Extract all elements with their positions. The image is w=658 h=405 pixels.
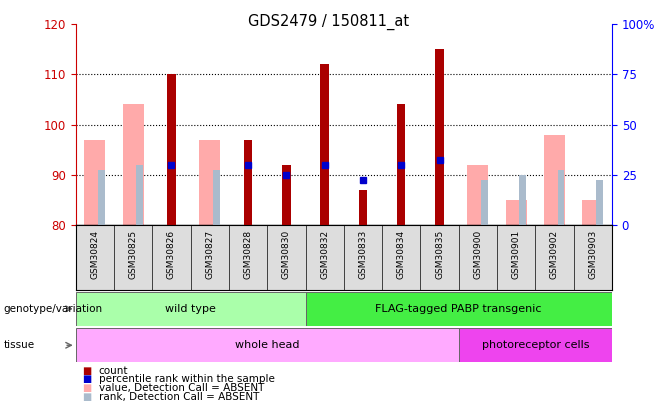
Bar <box>320 64 329 225</box>
Text: ■: ■ <box>82 366 91 375</box>
Bar <box>467 164 488 225</box>
Text: GSM30834: GSM30834 <box>397 230 406 279</box>
Bar <box>84 140 105 225</box>
Text: GSM30900: GSM30900 <box>473 230 482 279</box>
Bar <box>213 170 220 225</box>
Bar <box>436 49 443 225</box>
Bar <box>98 170 105 225</box>
Text: GSM30826: GSM30826 <box>167 230 176 279</box>
Text: ■: ■ <box>82 384 91 393</box>
Bar <box>76 328 459 362</box>
Bar <box>199 140 220 225</box>
Bar <box>544 134 565 225</box>
Text: photoreceptor cells: photoreceptor cells <box>482 340 589 350</box>
Text: GSM30828: GSM30828 <box>243 230 253 279</box>
Text: rank, Detection Call = ABSENT: rank, Detection Call = ABSENT <box>99 392 259 402</box>
Bar <box>359 190 367 225</box>
Text: GSM30830: GSM30830 <box>282 230 291 279</box>
Text: GSM30832: GSM30832 <box>320 230 329 279</box>
Text: GSM30901: GSM30901 <box>512 230 520 279</box>
Text: GSM30827: GSM30827 <box>205 230 215 279</box>
Text: GSM30833: GSM30833 <box>359 230 367 279</box>
Text: genotype/variation: genotype/variation <box>3 304 103 314</box>
Bar <box>557 170 565 225</box>
Bar <box>596 180 603 225</box>
Bar <box>167 75 176 225</box>
Text: whole head: whole head <box>235 340 299 350</box>
Bar <box>76 292 305 326</box>
Bar <box>136 164 143 225</box>
Text: wild type: wild type <box>165 304 216 314</box>
Text: GSM30903: GSM30903 <box>588 230 597 279</box>
Bar <box>505 200 526 225</box>
Bar <box>122 104 143 225</box>
Text: GDS2479 / 150811_at: GDS2479 / 150811_at <box>249 14 409 30</box>
Text: count: count <box>99 366 128 375</box>
Text: GSM30824: GSM30824 <box>90 230 99 279</box>
Text: ■: ■ <box>82 375 91 384</box>
Bar <box>582 200 603 225</box>
Text: ■: ■ <box>82 392 91 402</box>
Text: GSM30835: GSM30835 <box>435 230 444 279</box>
Bar <box>459 328 612 362</box>
Text: value, Detection Call = ABSENT: value, Detection Call = ABSENT <box>99 384 264 393</box>
Bar <box>519 175 526 225</box>
Text: tissue: tissue <box>3 340 34 350</box>
Bar <box>481 180 488 225</box>
Bar <box>282 164 291 225</box>
Bar <box>244 140 252 225</box>
Text: GSM30902: GSM30902 <box>550 230 559 279</box>
Bar <box>305 292 612 326</box>
Bar <box>397 104 405 225</box>
Text: percentile rank within the sample: percentile rank within the sample <box>99 375 274 384</box>
Text: FLAG-tagged PABP transgenic: FLAG-tagged PABP transgenic <box>376 304 542 314</box>
Text: GSM30825: GSM30825 <box>128 230 138 279</box>
